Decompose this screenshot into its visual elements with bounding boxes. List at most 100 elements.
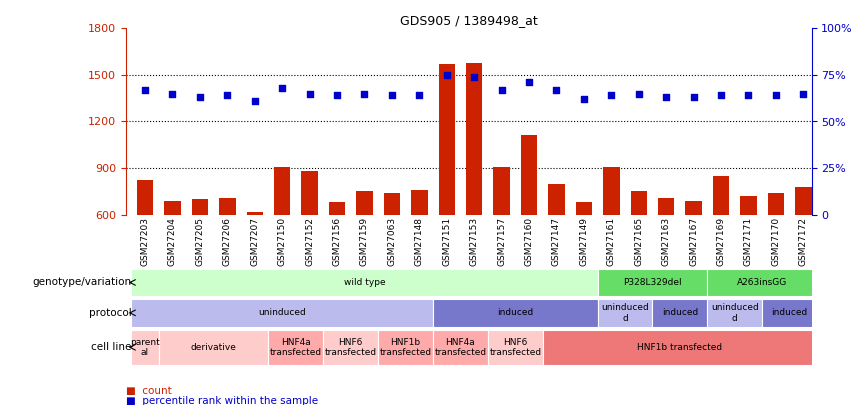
Point [687,94,700,100]
Point [769,92,783,99]
Text: GSM27167: GSM27167 [689,217,698,266]
Point [523,79,536,85]
Text: GSM27205: GSM27205 [195,217,205,266]
Bar [488,330,542,365]
Text: parent
al: parent al [130,338,160,357]
Text: HNF1b transfected: HNF1b transfected [637,343,722,352]
Text: GSM27163: GSM27163 [661,217,671,266]
Bar [411,190,428,308]
Bar [653,299,707,327]
Text: GSM27063: GSM27063 [387,217,397,266]
Bar [301,171,318,308]
Text: GSM27149: GSM27149 [580,217,589,266]
Bar [603,167,620,308]
Text: GSM27153: GSM27153 [470,217,479,266]
Point [604,92,618,99]
Point [138,87,152,93]
Bar [137,181,154,308]
Bar [575,202,592,308]
Bar [521,135,537,308]
Bar [131,269,598,296]
Bar [767,193,784,308]
Bar [740,196,757,308]
Text: GSM27147: GSM27147 [552,217,561,266]
Text: protocol: protocol [89,308,131,318]
Bar [466,63,483,308]
Text: induced: induced [772,308,808,318]
Bar [131,299,433,327]
Bar [713,176,729,308]
Text: cell line: cell line [91,342,131,352]
Text: uninduced: uninduced [259,308,306,318]
Bar [378,330,433,365]
Text: HNF4a
transfected: HNF4a transfected [434,338,487,357]
Text: GSM27165: GSM27165 [635,217,643,266]
Point [440,72,454,78]
Point [577,96,591,102]
Bar [658,198,674,308]
Bar [268,330,324,365]
Bar [707,299,762,327]
Point [193,94,207,100]
Point [714,92,728,99]
Text: GSM27150: GSM27150 [278,217,286,266]
Bar [164,200,181,308]
Bar [707,269,817,296]
Point [330,92,344,99]
Text: GSM27204: GSM27204 [168,217,177,266]
Bar [433,299,598,327]
Text: induced: induced [661,308,698,318]
Bar [795,187,812,308]
Text: genotype/variation: genotype/variation [32,277,131,288]
Title: GDS905 / 1389498_at: GDS905 / 1389498_at [400,14,537,27]
Point [741,92,755,99]
Bar [324,330,378,365]
Text: GSM27207: GSM27207 [250,217,260,266]
Bar [598,269,707,296]
Text: GSM27148: GSM27148 [415,217,424,266]
Bar [131,330,159,365]
Point [385,92,399,99]
Bar [192,199,208,308]
Point [495,87,509,93]
Text: ■  percentile rank within the sample: ■ percentile rank within the sample [126,396,318,405]
Text: GSM27161: GSM27161 [607,217,616,266]
Bar [598,299,653,327]
Point [660,94,674,100]
Bar [542,330,817,365]
Text: GSM27172: GSM27172 [799,217,808,266]
Text: HNF4a
transfected: HNF4a transfected [270,338,322,357]
Text: induced: induced [497,308,534,318]
Point [358,90,372,97]
Text: A263insGG: A263insGG [737,278,787,287]
Point [632,90,646,97]
Text: GSM27156: GSM27156 [332,217,342,266]
Point [220,92,234,99]
Text: P328L329del: P328L329del [623,278,681,287]
Bar [159,330,268,365]
Text: uninduced
d: uninduced d [711,303,759,322]
Text: ■  count: ■ count [126,386,172,396]
Text: GSM27169: GSM27169 [717,217,726,266]
Text: HNF6
transfected: HNF6 transfected [325,338,377,357]
Bar [493,166,510,308]
Text: GSM27160: GSM27160 [524,217,534,266]
Point [797,90,811,97]
Text: GSM27170: GSM27170 [772,217,780,266]
Bar [356,191,372,308]
Bar [433,330,488,365]
Text: GSM27203: GSM27203 [141,217,149,266]
Bar [549,183,565,308]
Text: uninduced
d: uninduced d [602,303,649,322]
Point [275,85,289,91]
Bar [329,202,345,308]
Point [467,74,481,80]
Bar [247,212,263,308]
Text: GSM27152: GSM27152 [306,217,314,266]
Bar [274,167,291,308]
Text: derivative: derivative [191,343,237,352]
Point [248,98,262,104]
Text: GSM27171: GSM27171 [744,217,753,266]
Text: wild type: wild type [344,278,385,287]
Bar [384,193,400,308]
